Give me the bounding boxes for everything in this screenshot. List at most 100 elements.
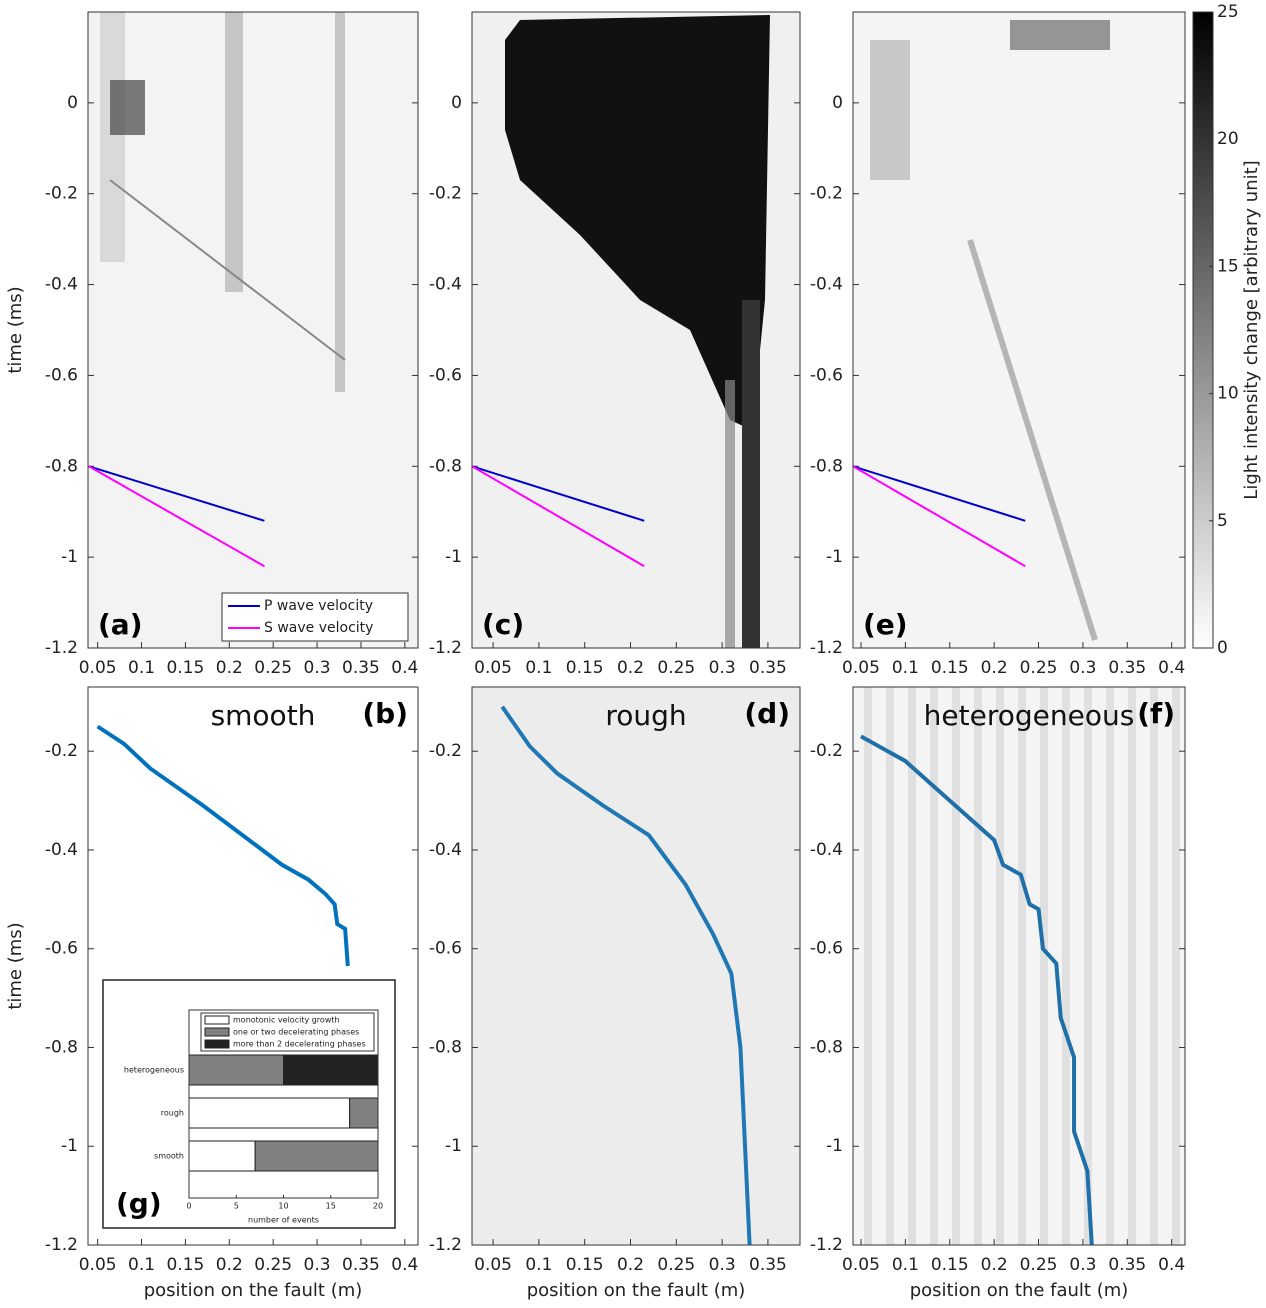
colorbar-tick-label: 0 — [1217, 638, 1228, 658]
panel-label: (f) — [1137, 697, 1175, 730]
x-axis-label: position on the fault (m) — [910, 1280, 1129, 1301]
y-tick-label: -1.2 — [810, 638, 843, 658]
category-label: heterogeneous — [124, 1066, 184, 1075]
plots: 0.05 0.1 0.15 0.2 0.25 0.3 0.35 0.4-1.2-1-0.8-0… — [5, 2, 1262, 1301]
series-line — [471, 465, 645, 522]
panel-d-background — [472, 687, 800, 1245]
x-tick-label: 0.3 — [1069, 658, 1096, 678]
x-tick-label: 0.25 — [254, 658, 292, 678]
x-tick-label: 0.1 — [892, 658, 919, 678]
x-tick-label: 0.35 — [749, 658, 787, 678]
legend-label: one or two decelerating phases — [233, 1028, 359, 1037]
y-tick-label: -0.8 — [810, 456, 843, 476]
y-tick-label: -1 — [826, 547, 843, 567]
panel-label: (b) — [362, 697, 408, 730]
series-line — [96, 724, 350, 967]
x-tick-label: 0.1 — [525, 1255, 552, 1275]
panel-label: (g) — [116, 1187, 162, 1220]
x-axis-label: number of events — [248, 1216, 319, 1225]
x-tick-label: 0.15 — [166, 1255, 204, 1275]
kymograph-a — [88, 12, 418, 648]
y-tick-label: -1.2 — [45, 638, 78, 658]
colorbar-label: Light intensity change [arbitrary unit] — [1241, 160, 1262, 499]
panel-label: (c) — [482, 608, 524, 641]
panel-label: (a) — [98, 608, 143, 641]
x-tick-label: 0.15 — [566, 658, 604, 678]
y-tick-label: -0.6 — [429, 939, 462, 959]
bar-segment — [283, 1054, 379, 1086]
panel-label: (d) — [744, 697, 790, 730]
x-tick-label: 0.05 — [474, 1255, 512, 1275]
x-tick-label: 0.25 — [657, 658, 695, 678]
y-tick-label: -0.6 — [45, 365, 78, 385]
x-tick-label: 0.3 — [304, 1255, 331, 1275]
y-tick-label: -0.4 — [810, 275, 843, 295]
y-tick-label: -1.2 — [810, 1235, 843, 1255]
y-tick-label: -0.2 — [429, 184, 462, 204]
x-tick-label: 0.25 — [1020, 1255, 1058, 1275]
x-tick-label: 0.3 — [1069, 1255, 1096, 1275]
series-line — [500, 705, 752, 1246]
y-tick-label: -0.2 — [429, 741, 462, 761]
series-line — [88, 465, 265, 568]
x-tick-label: 0.25 — [254, 1255, 292, 1275]
x-tick-label: 0.15 — [931, 658, 969, 678]
x-axis-label: position on the fault (m) — [144, 1280, 363, 1301]
y-tick-label: 0 — [451, 93, 462, 113]
x-tick-label: 10 — [278, 1202, 288, 1211]
y-tick-label: -0.8 — [45, 456, 78, 476]
series-line — [852, 465, 1026, 568]
colorbar-tick-label: 15 — [1217, 256, 1239, 276]
y-tick-label: 0 — [67, 93, 78, 113]
panel-title: heterogeneous — [924, 699, 1135, 732]
x-tick-label: 0.2 — [617, 1255, 644, 1275]
legend-swatch — [204, 1015, 230, 1025]
y-tick-label: -0.8 — [810, 1037, 843, 1057]
bar-segment — [188, 1054, 284, 1086]
colorbar-tick-label: 10 — [1217, 384, 1239, 404]
x-tick-label: 0.25 — [657, 1255, 695, 1275]
y-axis-label: time (ms) — [5, 286, 26, 373]
legend-swatch — [204, 1039, 230, 1049]
colorbar-tick-label: 5 — [1217, 511, 1228, 531]
series-line — [471, 465, 645, 568]
y-tick-label: -1 — [61, 547, 78, 567]
x-tick-label: 0.35 — [1108, 658, 1146, 678]
axes-box — [471, 686, 801, 1246]
x-tick-label: 20 — [373, 1202, 383, 1211]
y-tick-label: -0.4 — [429, 275, 462, 295]
x-tick-label: 0.35 — [342, 658, 380, 678]
kymograph-e — [853, 12, 1185, 648]
axes-box — [87, 686, 419, 1246]
series-line — [860, 734, 1094, 1246]
legend-box — [200, 1012, 375, 1052]
x-axis-label: position on the fault (m) — [527, 1280, 746, 1301]
colorbar-tick-label: 25 — [1217, 2, 1239, 22]
inset: 0 5 10 15 20 number of events heterogeneous rou… — [116, 1009, 383, 1225]
x-tick-label: 0 — [186, 1202, 191, 1211]
y-tick-label: -1.2 — [429, 638, 462, 658]
axes-box — [87, 11, 419, 649]
x-tick-label: 0.1 — [892, 1255, 919, 1275]
y-tick-label: -0.8 — [429, 1037, 462, 1057]
kymograph-c — [472, 12, 800, 648]
x-tick-label: 0.2 — [617, 658, 644, 678]
x-tick-label: 0.05 — [79, 1255, 117, 1275]
bar-segment — [349, 1097, 379, 1129]
x-tick-label: 15 — [326, 1202, 336, 1211]
y-tick-label: -0.6 — [810, 939, 843, 959]
series-line — [88, 465, 265, 522]
category-label: smooth — [154, 1152, 184, 1161]
x-tick-label: 0.3 — [304, 658, 331, 678]
y-axis-label: time (ms) — [5, 922, 26, 1009]
colorbar-tick-label: 20 — [1217, 129, 1239, 149]
y-tick-label: -1 — [826, 1136, 843, 1156]
bar-segment — [188, 1097, 351, 1129]
x-tick-label: 0.15 — [166, 658, 204, 678]
x-tick-label: 0.05 — [474, 658, 512, 678]
legend-label: P wave velocity — [264, 598, 373, 614]
x-tick-label: 0.1 — [525, 658, 552, 678]
x-tick-label: 0.25 — [1020, 658, 1058, 678]
panel-f-background — [853, 687, 1185, 1245]
